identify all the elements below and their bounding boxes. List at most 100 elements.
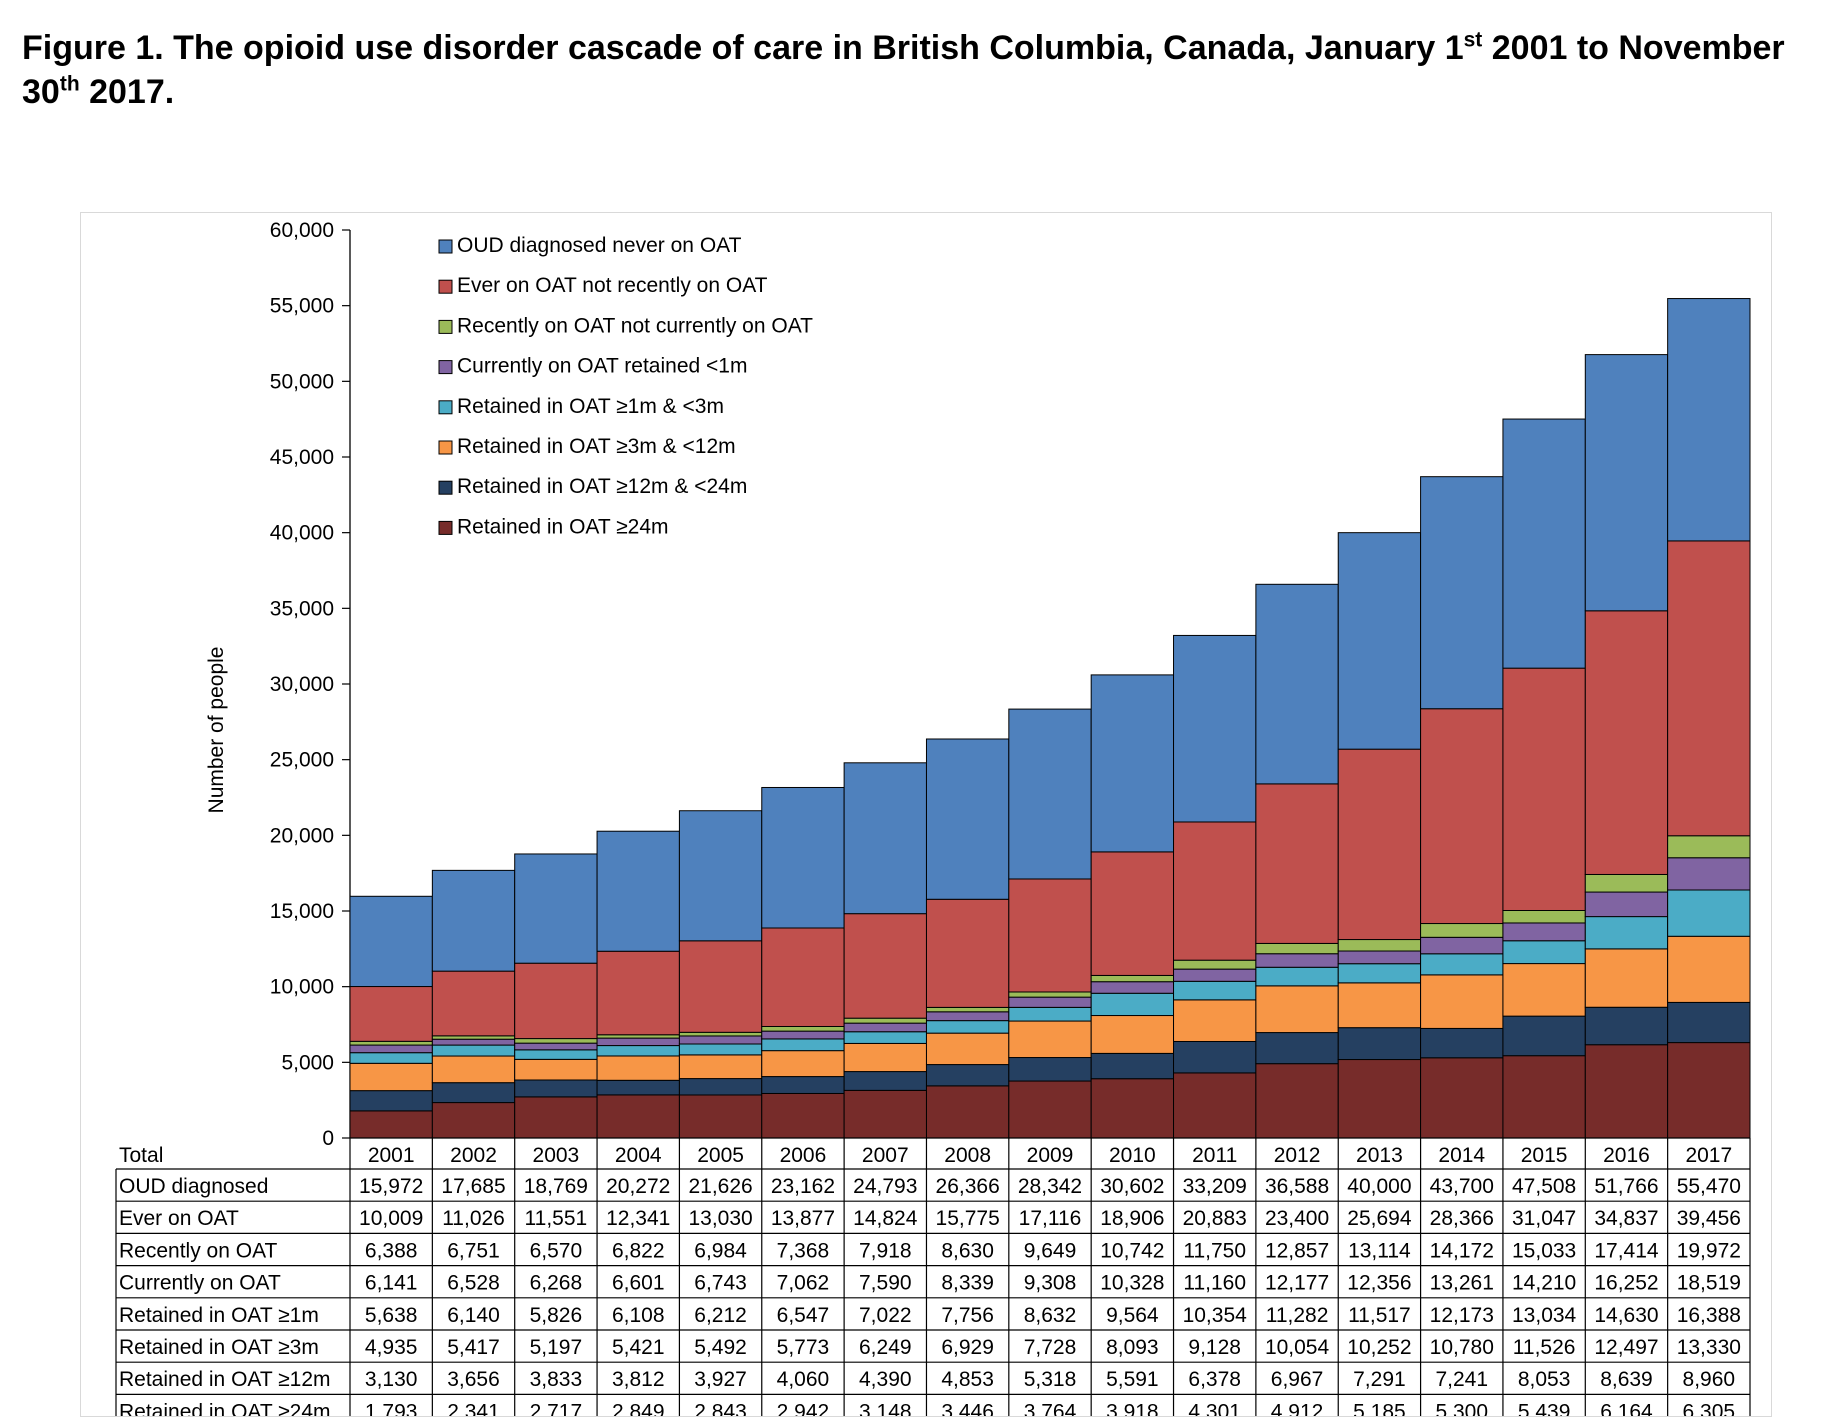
table-row-label: Retained in OAT ≥1m [119,1304,319,1327]
table-row-label: OUD diagnosed [119,1175,268,1198]
table-cell: 11,160 [1183,1272,1246,1295]
bar-segment-2002-2 [431,1082,516,1104]
bar-segment-2009-4 [1008,1006,1092,1022]
bar-segment-2014-5 [1420,936,1504,955]
figure-title-part-3: 2017. [79,73,175,111]
bar-segment-2010-7 [1090,851,1175,976]
table-cell: 39,456 [1677,1207,1741,1230]
table-cell: 10,780 [1430,1336,1494,1359]
bar-segment-2007-1 [843,1089,927,1139]
table-cell: 6,929 [941,1336,994,1359]
bar-segment-2002-1 [431,1102,516,1139]
bar-segment-2015-1 [1502,1055,1586,1139]
table-cell: 10,354 [1183,1304,1248,1327]
legend: OUD diagnosed never on OAT Ever on OAT no… [438,234,813,538]
table-cell: 13,877 [771,1207,835,1230]
table-cell: 10,252 [1347,1336,1411,1359]
data-table: Total 2001 2002 2003 2004 2005 2006 2007 2008 200… [115,1137,1751,1416]
table-cell: 17,685 [441,1175,505,1198]
bar-segment-2015-8 [1502,418,1586,669]
bar-segment-2007-5 [843,1022,927,1033]
table-cell: 23,162 [771,1175,835,1198]
x-tick-label: 2005 [697,1144,744,1167]
table-cell: 12,341 [606,1207,670,1230]
table-cell: 5,826 [530,1304,583,1327]
table-cell: 13,330 [1677,1336,1741,1359]
bar-segment-2004-8 [596,830,680,952]
bar-segment-2005-2 [678,1078,763,1096]
y-tick-label: 40,000 [270,522,334,545]
table-cell: 3,656 [447,1368,500,1391]
x-tick-label: 2003 [533,1144,580,1167]
bar-segment-2009-8 [1008,708,1092,880]
table-cell: 12,857 [1265,1239,1329,1262]
bar-segment-2006-6 [761,1025,845,1032]
table-cell: 7,291 [1353,1368,1406,1391]
table-cell: 5,773 [777,1336,830,1359]
bar-segment-2005-6 [678,1031,763,1037]
bar-segment-2017-3 [1667,935,1751,1003]
table-cell: 16,388 [1677,1304,1741,1327]
bar-segment-2007-3 [843,1042,927,1073]
bar-segment-2004-2 [596,1079,680,1096]
table-row-label: Retained in OAT ≥12m [119,1368,331,1391]
table-cell: 4,301 [1188,1400,1241,1416]
bar-segment-2017-8 [1667,298,1751,542]
bar-segment-2016-4 [1584,916,1669,950]
table-cell: 6,570 [530,1239,583,1262]
y-axis-label: Number of people [205,647,228,814]
table-cell: 16,252 [1594,1272,1658,1295]
table-cell: 6,378 [1188,1368,1241,1391]
figure-title-part-2: 2001 to November 30 [22,29,1785,111]
bar-segment-2013-7 [1337,748,1422,941]
x-tick-label: 2014 [1438,1144,1485,1167]
bar-segment-2002-5 [431,1038,516,1046]
legend-swatch [438,400,453,415]
table-cell: 1,793 [365,1400,418,1416]
table-header-label: Total [119,1144,163,1167]
bar-segment-2001-1 [349,1110,433,1139]
bar-segment-2006-8 [761,786,845,929]
bar-segment-2001-7 [349,986,433,1042]
bar-segment-2014-8 [1420,476,1504,710]
table-cell: 17,414 [1594,1239,1659,1262]
x-tick-label: 2009 [1027,1144,1074,1167]
bar-segment-2006-7 [761,927,845,1027]
table-cell: 19,972 [1677,1239,1741,1262]
bar-segment-2004-5 [596,1037,680,1047]
table-cell: 6,822 [612,1239,665,1262]
table-cell: 25,694 [1347,1207,1412,1230]
bar-segment-2011-6 [1173,959,1257,970]
table-cell: 6,547 [777,1304,830,1327]
legend-entry: Retained in OAT ≥3m & <12m [457,435,736,458]
bar-segment-2007-8 [843,762,927,915]
legend-entry: OUD diagnosed never on OAT [457,234,742,257]
bar-segment-2008-7 [925,898,1010,1008]
table-cell: 14,172 [1430,1239,1494,1262]
x-tick-label: 2017 [1685,1144,1732,1167]
bar-segment-2006-2 [761,1076,845,1094]
table-cell: 47,508 [1512,1175,1576,1198]
bar-segment-2002-7 [431,970,516,1037]
x-tick-label: 2013 [1356,1144,1403,1167]
table-cell: 2,843 [694,1400,747,1416]
bar-segment-2016-2 [1584,1006,1669,1046]
bar-segment-2011-1 [1173,1072,1257,1139]
table-cell: 3,764 [1024,1400,1077,1416]
stacked-bar-chart-with-data-table: 0 5,000 10,000 15,000 20,000 25,000 30,000 35,0… [115,219,1751,1416]
x-tick-label: 2012 [1274,1144,1321,1167]
bar-segment-2016-1 [1584,1044,1669,1139]
bar-segment-2001-8 [349,895,433,988]
table-cell: 21,626 [688,1175,752,1198]
bar-segment-2015-3 [1502,963,1586,1017]
table-cell: 8,639 [1600,1368,1653,1391]
bar-segment-2010-4 [1090,992,1175,1017]
x-tick-label: 2007 [862,1144,909,1167]
bar-segment-2015-2 [1502,1015,1586,1057]
table-cell: 8,093 [1106,1336,1159,1359]
figure-title-superscript-2: th [59,72,80,96]
bar-segment-2017-4 [1667,889,1751,937]
bar-segment-2017-2 [1667,1001,1751,1044]
table-cell: 8,339 [941,1272,994,1295]
bar-segment-2008-5 [925,1011,1010,1022]
